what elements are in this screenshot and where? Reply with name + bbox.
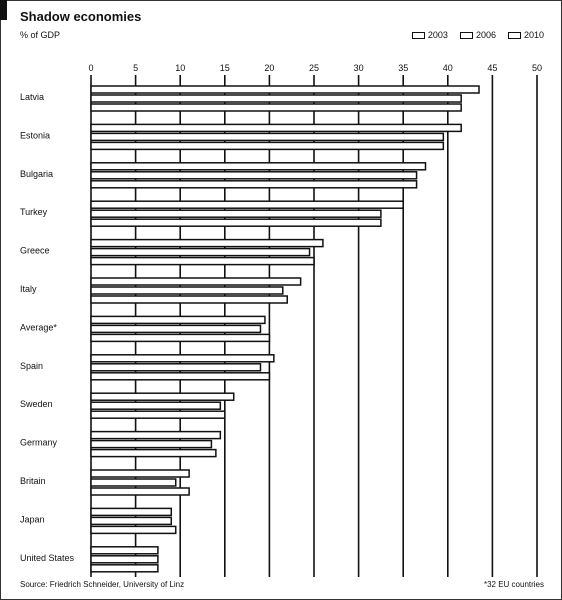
bar-8-series-1 [90,401,222,410]
bar-5-series-2 [90,295,288,304]
x-tick-label-10: 10 [175,63,185,73]
bar-7-series-2 [90,372,271,381]
bar-1-series-1 [90,132,445,142]
bar-1-series-0 [90,123,462,133]
bar-7-series-0 [90,354,275,363]
category-label-6: Average* [20,322,57,332]
bar-4-series-1 [90,247,311,257]
x-tick-label-30: 30 [354,63,364,73]
bar-4-series-0 [90,238,324,248]
bar-8-series-2 [90,410,226,419]
bar-7-series-1 [90,363,262,372]
bar-0-series-1 [90,94,462,103]
category-label-12: United States [20,553,75,563]
bar-0-series-0 [90,85,480,94]
legend-swatch-2010 [507,31,521,39]
legend-label-2006: 2006 [475,30,496,40]
bar-12-series-0 [90,546,159,555]
bar-11-series-2 [90,525,177,535]
bar-9-series-1 [90,439,213,449]
legend-label-2003: 2003 [427,30,448,40]
bar-10-series-0 [90,469,190,478]
category-label-0: Latvia [20,92,44,102]
chart-subtitle: % of GDP [20,30,61,40]
x-tick-label-5: 5 [133,63,138,73]
source-note: Source: Friedrich Schneider, University … [20,580,185,589]
bar-2-series-0 [90,162,427,171]
legend-swatch-2006 [459,31,473,39]
category-label-8: Sweden [20,399,53,409]
bar-9-series-2 [90,448,217,458]
x-tick-label-50: 50 [532,63,542,73]
category-label-9: Germany [20,438,58,448]
bar-3-series-0 [90,200,404,209]
bar-0-series-2 [90,103,462,112]
x-tick-label-45: 45 [487,63,497,73]
x-tick-label-0: 0 [88,63,93,73]
category-label-7: Spain [20,361,43,371]
category-label-4: Greece [20,246,50,256]
legend-label-2010: 2010 [523,30,544,40]
bar-6-series-0 [90,315,266,325]
bar-3-series-2 [90,218,382,227]
bar-4-series-2 [90,256,315,266]
bar-5-series-1 [90,286,284,295]
category-label-3: Turkey [20,207,48,217]
x-tick-label-35: 35 [398,63,408,73]
legend-swatch-2003 [411,31,425,39]
category-label-2: Bulgaria [20,169,53,179]
bar-6-series-1 [90,324,262,334]
x-tick-label-25: 25 [309,63,319,73]
bar-3-series-1 [90,209,382,218]
bar-8-series-0 [90,392,235,401]
bar-10-series-1 [90,478,177,487]
legend-item-2003: 2003 [411,30,448,40]
title-accent-bar [0,0,7,20]
legend-item-2010: 2010 [507,30,544,40]
legend: 2003 2006 2010 [411,30,544,40]
bar-1-series-2 [90,141,445,151]
bar-12-series-2 [90,564,159,573]
bar-6-series-2 [90,333,271,343]
category-label-1: Estonia [20,130,50,140]
bar-9-series-0 [90,430,222,440]
bar-11-series-0 [90,507,173,517]
bar-2-series-1 [90,171,418,180]
bar-11-series-1 [90,516,173,526]
bar-5-series-0 [90,277,302,286]
legend-item-2006: 2006 [459,30,496,40]
bar-12-series-1 [90,555,159,564]
category-label-5: Italy [20,284,37,294]
category-label-10: Britain [20,476,46,486]
bar-2-series-2 [90,180,418,189]
x-tick-label-20: 20 [264,63,274,73]
x-tick-label-15: 15 [220,63,230,73]
chart-title: Shadow economies [20,9,142,24]
x-tick-label-40: 40 [443,63,453,73]
footnote: *32 EU countries [483,580,544,589]
bar-10-series-2 [90,487,190,496]
category-label-11: Japan [20,514,45,524]
